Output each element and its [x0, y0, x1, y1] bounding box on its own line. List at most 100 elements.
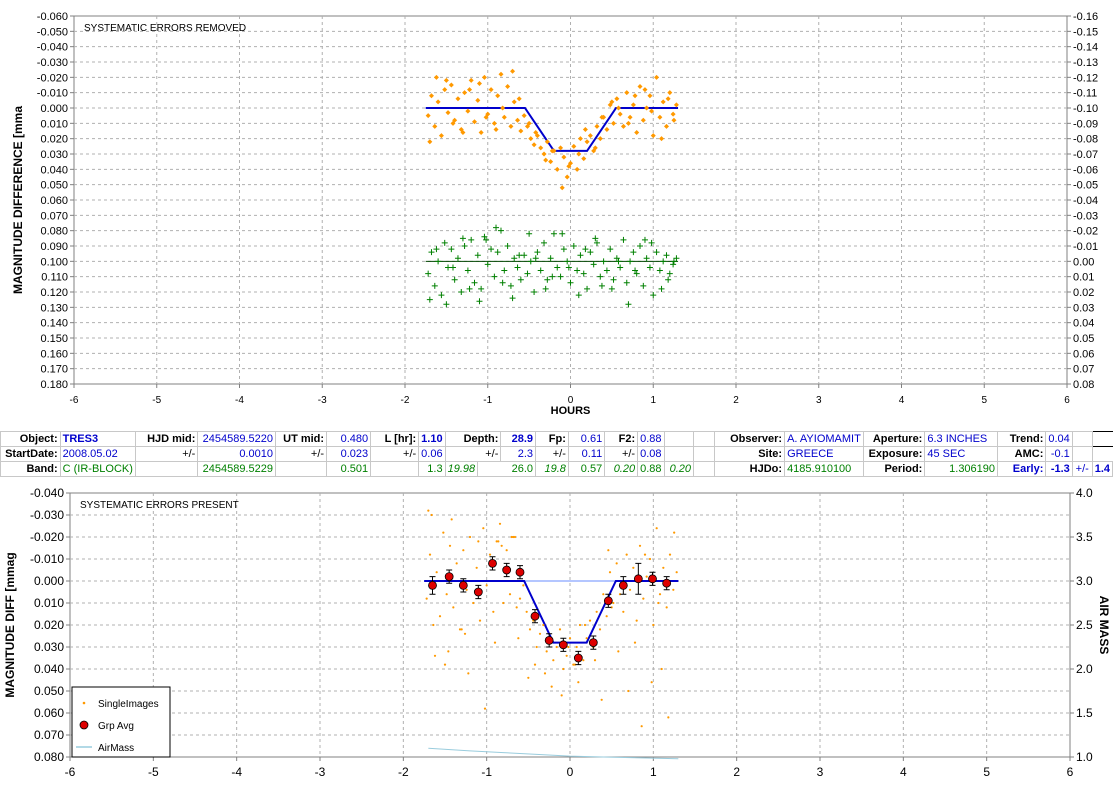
single-image-point — [675, 571, 678, 574]
single-image-point — [427, 509, 430, 512]
single-image-point — [627, 689, 630, 693]
early-pm: +/- — [1071, 461, 1093, 477]
single-image-point — [498, 522, 502, 525]
data-point — [518, 128, 524, 134]
residual-point — [673, 255, 680, 262]
residual-point — [632, 267, 639, 274]
single-image-point — [598, 628, 602, 631]
x-tick-label: 6 — [1067, 765, 1074, 779]
data-point — [478, 130, 484, 136]
model-line — [425, 107, 679, 152]
x-tick-label: 0 — [567, 765, 574, 779]
data-point — [483, 114, 489, 120]
data-point — [435, 99, 441, 105]
single-image-point — [552, 659, 555, 662]
legend-swatch-singleimages — [82, 701, 86, 705]
f2-label: F2: — [604, 431, 639, 447]
y-tick-label: 0.150 — [40, 333, 68, 345]
single-image-point — [560, 694, 563, 697]
ut-mid-label: UT mid: — [274, 431, 328, 447]
data-point — [541, 151, 547, 157]
y-tick-label: 0.120 — [40, 287, 68, 299]
x-tick-label: 2 — [733, 395, 739, 406]
single-image-point — [462, 549, 465, 552]
y2-tick-label: 0.04 — [1073, 318, 1094, 330]
single-image-point — [632, 566, 635, 569]
data-point — [443, 77, 449, 83]
single-image-point — [497, 540, 500, 543]
single-image-point — [602, 593, 605, 596]
aperture-value: 6.3 INCHES — [924, 431, 999, 447]
hjd-mid-value: 2454589.5220 — [197, 431, 276, 447]
data-point — [445, 110, 451, 116]
residual-point — [620, 236, 627, 243]
info-table: Object: TRES3 HJD mid: 2454589.5220 UT m… — [0, 431, 1113, 477]
group-average-point — [603, 596, 613, 606]
data-point — [508, 123, 514, 129]
info-row-1: Object: TRES3 HJD mid: 2454589.5220 UT m… — [0, 431, 1113, 447]
single-image-point — [472, 601, 475, 605]
l-alt: 1.3 — [418, 461, 446, 477]
y-tick-label: 0.070 — [34, 728, 64, 742]
residual-point — [648, 239, 655, 246]
residual-point — [514, 264, 521, 271]
y-axis-title: MAGNITUDE DIFF [mmag — [3, 552, 17, 697]
single-image-point — [565, 654, 568, 657]
data-point — [521, 113, 527, 119]
y2-tick-label: -0.14 — [1073, 42, 1098, 54]
residual-point — [574, 267, 581, 274]
single-image-point — [448, 544, 452, 547]
single-image-point — [455, 562, 458, 565]
l-err: 0.06 — [418, 446, 446, 462]
f2-alt2: 0.20 — [663, 461, 695, 477]
residual-point — [658, 285, 665, 292]
exposure-value: 45 SEC — [924, 446, 999, 462]
data-point — [467, 87, 473, 93]
residual-point — [608, 285, 615, 292]
residual-point — [441, 239, 448, 246]
single-image-point — [612, 601, 615, 605]
residual-point — [577, 252, 584, 259]
group-average-point — [618, 581, 628, 590]
data-point — [624, 90, 630, 96]
single-image-point — [492, 610, 495, 613]
single-image-point — [527, 676, 530, 679]
data-point — [625, 120, 631, 126]
depth-label: Depth: — [444, 431, 502, 447]
residual-point — [527, 258, 534, 265]
airmass-line — [428, 747, 679, 760]
single-image-point — [658, 593, 662, 596]
single-image-point — [572, 663, 575, 666]
single-image-point — [538, 632, 542, 635]
y2-axis-title: AIR MASS — [1097, 596, 1111, 655]
y-tick-label: 0.010 — [34, 596, 64, 610]
single-image-point — [535, 645, 538, 649]
single-image-point — [657, 601, 660, 605]
data-point — [544, 139, 550, 145]
single-image-point — [600, 698, 603, 701]
data-point — [548, 159, 554, 165]
residual-point — [478, 285, 485, 292]
y-tick-label: -0.020 — [37, 72, 68, 84]
single-image-point — [648, 557, 652, 561]
y-tick-label: 0.060 — [40, 195, 68, 207]
data-point — [597, 136, 603, 142]
single-image-point — [607, 549, 610, 552]
residual-point — [461, 243, 468, 249]
data-point — [615, 105, 621, 111]
x-tick-label: 0 — [568, 395, 574, 406]
x-tick-label: -1 — [481, 765, 492, 779]
data-point — [671, 117, 677, 123]
data-point — [592, 145, 598, 151]
data-point — [558, 145, 564, 151]
single-image-point — [583, 623, 587, 627]
residual-point — [607, 246, 614, 253]
fp-alt2: 0.20 — [604, 461, 639, 477]
observer-value: A. AYIOMAMIT — [784, 431, 864, 447]
single-image-point — [463, 632, 467, 635]
band-value: C (IR-BLOCK) — [59, 461, 136, 477]
depth-value: 28.9 — [500, 431, 537, 447]
residual-point — [449, 264, 456, 271]
fp-err: 0.11 — [567, 446, 606, 462]
data-point — [432, 123, 438, 129]
